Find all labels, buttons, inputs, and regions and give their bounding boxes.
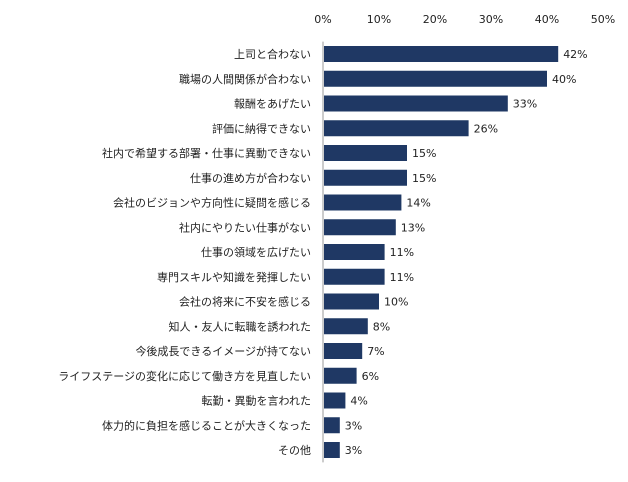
value-label: 33% <box>513 98 537 111</box>
bar <box>324 169 407 186</box>
x-tick-label: 40% <box>535 13 559 26</box>
category-label: ライフステージの変化に応じて働き方を見直したい <box>58 369 311 383</box>
category-label: 職場の人間関係が合わない <box>179 72 311 86</box>
value-label: 10% <box>384 296 408 309</box>
bar <box>324 194 402 211</box>
bar <box>324 244 385 260</box>
bar <box>324 145 407 161</box>
category-label: 上司と合わない <box>234 47 311 61</box>
x-tick-label: 20% <box>423 13 447 26</box>
x-tick-label: 0% <box>314 13 331 26</box>
value-label: 42% <box>563 48 587 61</box>
bar <box>324 343 363 359</box>
bar <box>324 392 346 409</box>
category-label: 仕事の進め方が合わない <box>190 171 311 185</box>
bar <box>324 219 396 236</box>
x-tick-label: 30% <box>479 13 503 26</box>
value-label: 3% <box>345 419 362 432</box>
bar <box>324 442 340 458</box>
bar <box>324 120 469 137</box>
bar <box>324 70 547 87</box>
bar <box>324 95 508 112</box>
bar <box>324 293 379 310</box>
value-label: 6% <box>362 370 379 383</box>
value-label: 4% <box>350 395 367 408</box>
value-label: 15% <box>412 147 436 160</box>
value-label: 8% <box>373 320 390 333</box>
category-label: その他 <box>278 444 311 457</box>
value-label: 13% <box>401 221 425 234</box>
value-label: 26% <box>474 122 498 135</box>
category-label: 専門スキルや知識を発揮したい <box>157 270 311 284</box>
bar <box>324 367 357 384</box>
category-label: 会社の将来に不安を感じる <box>179 295 311 309</box>
category-label: 転勤・異動を言われた <box>202 394 311 408</box>
bar <box>324 268 385 285</box>
x-tick-label: 50% <box>591 13 615 26</box>
bar <box>324 46 559 62</box>
bar <box>324 318 368 335</box>
value-label: 14% <box>406 197 430 210</box>
bar <box>324 417 340 434</box>
value-label: 7% <box>367 345 384 358</box>
value-label: 15% <box>412 172 436 185</box>
value-label: 3% <box>345 444 362 457</box>
category-label: 社内で希望する部署・仕事に異動できない <box>102 146 311 160</box>
category-label: 仕事の領域を広げたい <box>201 245 311 259</box>
category-label: 社内にやりたい仕事がない <box>179 220 311 234</box>
category-label: 体力的に負担を感じることが大きくなった <box>102 418 311 432</box>
category-label: 報酬をあげたい <box>234 98 311 111</box>
category-label: 会社のビジョンや方向性に疑問を感じる <box>113 196 311 210</box>
category-label: 今後成長できるイメージが持てない <box>135 344 311 358</box>
value-label: 40% <box>552 73 576 86</box>
value-label: 11% <box>390 246 414 259</box>
category-label: 評価に納得できない <box>212 121 311 135</box>
x-tick-label: 10% <box>367 13 391 26</box>
value-label: 11% <box>390 271 414 284</box>
category-label: 知人・友人に転職を誘われた <box>169 319 311 333</box>
